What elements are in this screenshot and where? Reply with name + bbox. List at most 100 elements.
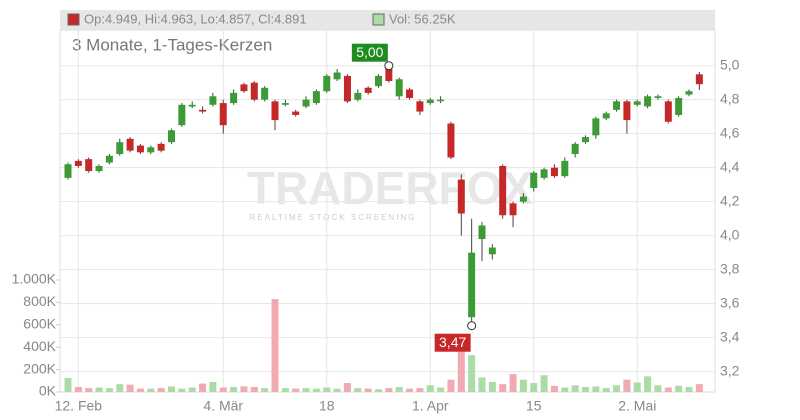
- y-tick-label: 4,4: [720, 158, 740, 174]
- candle-body: [105, 155, 113, 163]
- x-tick-label: 4. Mär: [203, 398, 243, 414]
- y-tick-label: 4,2: [720, 192, 740, 208]
- annotation-box: [434, 333, 471, 352]
- y-tick-label: 3,6: [720, 294, 740, 310]
- candle-body: [488, 247, 496, 255]
- volume-bar: [582, 386, 589, 392]
- candle-body: [116, 142, 124, 155]
- volume-tick-label: 0K: [39, 383, 57, 399]
- volume-bar: [644, 376, 652, 392]
- volume-bar: [250, 386, 258, 392]
- volume-bar: [478, 377, 486, 392]
- volume-bar: [178, 388, 186, 392]
- volume-bar: [209, 381, 217, 392]
- volume-tick-label: 200K: [23, 360, 56, 376]
- candle-body: [302, 99, 310, 107]
- candle-body: [95, 165, 103, 172]
- volume-bar: [230, 386, 238, 392]
- candle-body: [654, 96, 662, 98]
- x-tick-label: 12. Feb: [55, 398, 103, 414]
- candle-body: [613, 101, 621, 110]
- volume-bar: [406, 388, 414, 392]
- candle-body: [519, 196, 527, 202]
- volume-bar: [343, 383, 351, 392]
- volume-bar: [499, 384, 507, 392]
- volume-bar: [426, 385, 434, 392]
- candle-body: [592, 118, 600, 136]
- candle-body: [633, 101, 641, 105]
- candle-body: [250, 82, 258, 100]
- volume-bar: [240, 386, 248, 392]
- candle-body: [644, 96, 652, 107]
- candle-body: [147, 147, 155, 153]
- volume-tick-label: 400K: [23, 338, 56, 354]
- candle-body: [292, 111, 300, 115]
- candle-body: [602, 113, 610, 119]
- candle-body: [261, 87, 269, 100]
- volume-bar: [416, 388, 424, 392]
- volume-bar: [530, 383, 538, 392]
- volume-bar: [105, 388, 113, 392]
- volume-bar: [157, 388, 165, 392]
- volume-bar: [323, 387, 331, 392]
- candle-body: [540, 169, 548, 178]
- annotation-label: 3,47: [439, 334, 466, 350]
- volume-bar: [685, 386, 693, 392]
- x-tick-label: 1. Apr: [412, 398, 449, 414]
- volume-bar: [136, 388, 144, 392]
- y-tick-label: 3,4: [720, 328, 740, 344]
- volume-bar: [168, 386, 175, 392]
- x-tick-label: 2. Mai: [618, 398, 656, 414]
- candle-body: [685, 91, 693, 95]
- volume-bar: [488, 381, 496, 392]
- volume-bar: [385, 388, 393, 392]
- y-tick-label: 4,0: [720, 226, 740, 242]
- candle-body: [219, 103, 227, 126]
- volume-bar: [64, 378, 72, 392]
- watermark-subtitle: REALTIME STOCK SCREENING: [250, 213, 417, 222]
- volume-bar: [664, 387, 672, 392]
- volume-bar: [571, 385, 579, 392]
- volume-bar: [550, 385, 558, 392]
- candle-body: [85, 159, 93, 172]
- x-tick-label: 18: [319, 398, 335, 414]
- ohlc-swatch: [67, 13, 80, 26]
- candle-body: [675, 97, 683, 115]
- candle-body: [281, 103, 289, 105]
- volume-bar: [447, 379, 455, 392]
- volume-bar: [85, 388, 93, 392]
- volume-tick-label: 600K: [23, 316, 56, 332]
- candle-body: [188, 104, 196, 107]
- y-tick-label: 5,0: [720, 56, 740, 72]
- annotation-label: 5,00: [356, 44, 383, 60]
- x-tick-label: 15: [526, 398, 542, 414]
- y-tick-label: 4,8: [720, 90, 740, 106]
- candle-body: [571, 143, 579, 155]
- volume-tick-label: 800K: [23, 293, 56, 309]
- candle-body: [240, 84, 248, 92]
- candle-body: [364, 87, 372, 93]
- volume-bar: [219, 387, 227, 392]
- volume-bar: [695, 384, 703, 392]
- candle-body: [426, 99, 434, 104]
- candle-body: [550, 167, 558, 177]
- volume-bar: [437, 387, 445, 392]
- volume-bar: [519, 379, 527, 392]
- candle-body: [695, 74, 703, 85]
- volume-bar: [271, 299, 279, 392]
- y-tick-label: 3,8: [720, 260, 740, 276]
- ohlc-label: Op:4.949, Hi:4.963, Lo:4.857, Cl:4.891: [84, 11, 307, 26]
- annotation-box: [351, 43, 388, 62]
- volume-bar: [312, 388, 320, 392]
- volume-bar: [654, 385, 662, 392]
- candle-body: [395, 79, 403, 97]
- volume-bar: [509, 374, 517, 392]
- annotation-marker: [384, 61, 394, 71]
- header-bar: [60, 10, 715, 30]
- candle-body: [271, 101, 279, 121]
- volume-bar: [623, 379, 631, 392]
- volume-bar: [602, 388, 610, 392]
- candle-body: [447, 123, 455, 158]
- volume-bar: [126, 384, 134, 392]
- candle-body: [209, 96, 217, 105]
